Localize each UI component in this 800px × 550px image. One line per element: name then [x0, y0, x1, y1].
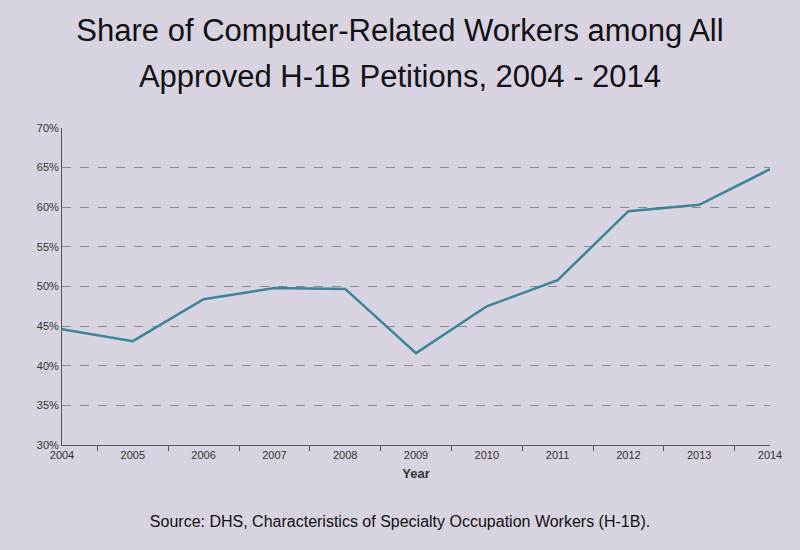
- svg-text:2008: 2008: [333, 449, 357, 461]
- svg-text:2013: 2013: [687, 449, 711, 461]
- svg-text:2012: 2012: [616, 449, 640, 461]
- svg-text:2007: 2007: [262, 449, 286, 461]
- svg-text:70%: 70%: [37, 122, 59, 134]
- svg-text:2011: 2011: [546, 449, 570, 461]
- svg-text:2005: 2005: [121, 449, 145, 461]
- svg-text:2009: 2009: [404, 449, 428, 461]
- svg-text:40%: 40%: [37, 360, 59, 372]
- svg-text:2010: 2010: [475, 449, 499, 461]
- svg-text:Year: Year: [402, 466, 429, 481]
- svg-text:2014: 2014: [758, 449, 782, 461]
- html-text:Source: DHS, Characteristics o: Source: DHS, Characteristics of Specialt…: [149, 513, 651, 530]
- svg-text:50%: 50%: [37, 280, 59, 292]
- svg-text:65%: 65%: [37, 161, 59, 173]
- svg-text:45%: 45%: [37, 320, 59, 332]
- svg-text:2006: 2006: [191, 449, 215, 461]
- svg-text:30%: 30%: [37, 439, 59, 451]
- html-text:Share of Computer-Related Work: Share of Computer-Related Workers among …: [76, 13, 724, 94]
- svg-text:60%: 60%: [37, 201, 59, 213]
- svg-text:2004: 2004: [50, 449, 74, 461]
- svg-text:55%: 55%: [37, 241, 59, 253]
- svg-text:35%: 35%: [37, 399, 59, 411]
